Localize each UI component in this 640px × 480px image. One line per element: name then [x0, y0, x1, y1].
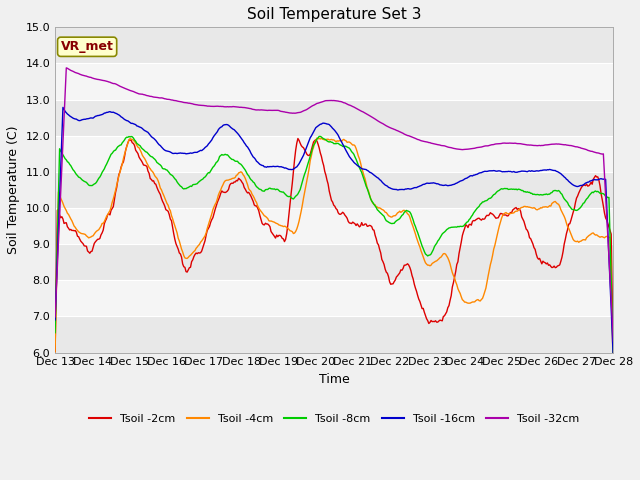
Bar: [55, 244, 613, 280]
Bar: [55, 172, 613, 208]
Y-axis label: Soil Temperature (C): Soil Temperature (C): [7, 126, 20, 254]
Bar: [55, 63, 613, 99]
X-axis label: Time: Time: [319, 373, 349, 386]
Bar: [55, 316, 613, 353]
Bar: [55, 208, 613, 244]
Text: VR_met: VR_met: [61, 40, 113, 53]
Bar: [55, 280, 613, 316]
Title: Soil Temperature Set 3: Soil Temperature Set 3: [247, 7, 422, 22]
Bar: [55, 136, 613, 172]
Legend: Tsoil -2cm, Tsoil -4cm, Tsoil -8cm, Tsoil -16cm, Tsoil -32cm: Tsoil -2cm, Tsoil -4cm, Tsoil -8cm, Tsoi…: [84, 409, 584, 428]
Bar: [55, 27, 613, 63]
Bar: [55, 99, 613, 136]
